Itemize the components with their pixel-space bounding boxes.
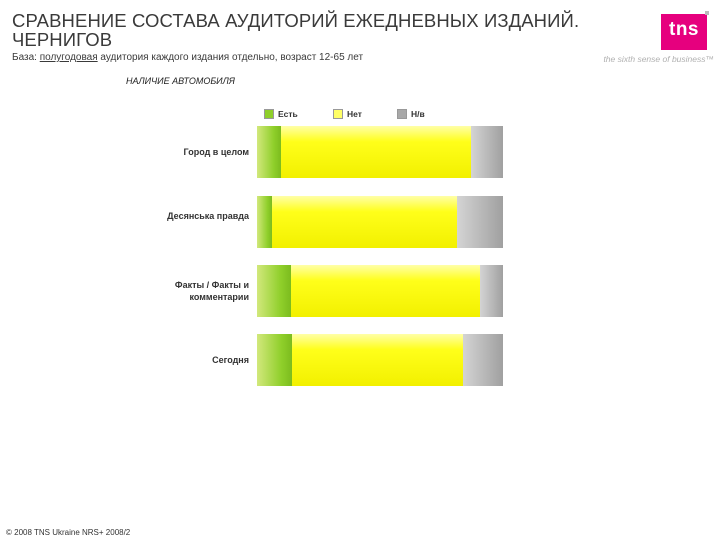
logo-corner-mark	[705, 11, 709, 15]
page-title: СРАВНЕНИЕ СОСТАВА АУДИТОРИЙ ЕЖЕДНЕВНЫХ И…	[12, 10, 580, 50]
copyright-footer: © 2008 TNS Ukraine NRS+ 2008/2	[6, 528, 131, 537]
legend-swatch-na	[397, 109, 407, 119]
base-suffix: аудитория каждого издания отдельно, возр…	[97, 52, 364, 63]
legend-label-no: Нет	[347, 109, 362, 119]
bar-segment-na	[457, 196, 503, 248]
bar-segment-yes	[257, 265, 291, 317]
bar-segment-na	[463, 334, 503, 386]
legend-entry-na: Н/в	[397, 109, 425, 119]
category-label: Город в целом	[183, 147, 249, 157]
bar-segment-yes	[257, 334, 292, 386]
legend-label-yes: Есть	[278, 109, 298, 119]
chart-title: НАЛИЧИЕ АВТОМОБИЛЯ	[126, 76, 235, 86]
base-underlined: полугодовая	[39, 52, 98, 63]
logo-tagline: the sixth sense of business™	[603, 54, 714, 64]
legend-entry-yes: Есть	[264, 109, 298, 119]
bar-row	[257, 265, 503, 317]
bar-segment-no	[272, 196, 457, 248]
bar-segment-yes	[257, 126, 281, 178]
category-label: Факты / Факты и комментарии	[174, 280, 249, 302]
bar-segment-no	[291, 265, 480, 317]
bar-segment-no	[292, 334, 463, 386]
legend-label-na: Н/в	[411, 109, 425, 119]
base-note: База: полугодовая аудитория каждого изда…	[12, 52, 363, 63]
tns-logo: tns	[661, 11, 709, 50]
logo-text: tns	[669, 19, 699, 40]
bar-segment-no	[281, 126, 471, 178]
bar-segment-na	[480, 265, 503, 317]
bar-segment-na	[471, 126, 503, 178]
bar-segment-yes	[257, 196, 272, 248]
bar-row	[257, 334, 503, 386]
bar-row	[257, 126, 503, 178]
legend-swatch-yes	[264, 109, 274, 119]
category-label: Десянська правда	[167, 211, 249, 221]
legend-swatch-no	[333, 109, 343, 119]
bar-row	[257, 196, 503, 248]
legend-entry-no: Нет	[333, 109, 362, 119]
category-label: Сегодня	[212, 355, 249, 365]
base-prefix: База:	[12, 52, 40, 63]
